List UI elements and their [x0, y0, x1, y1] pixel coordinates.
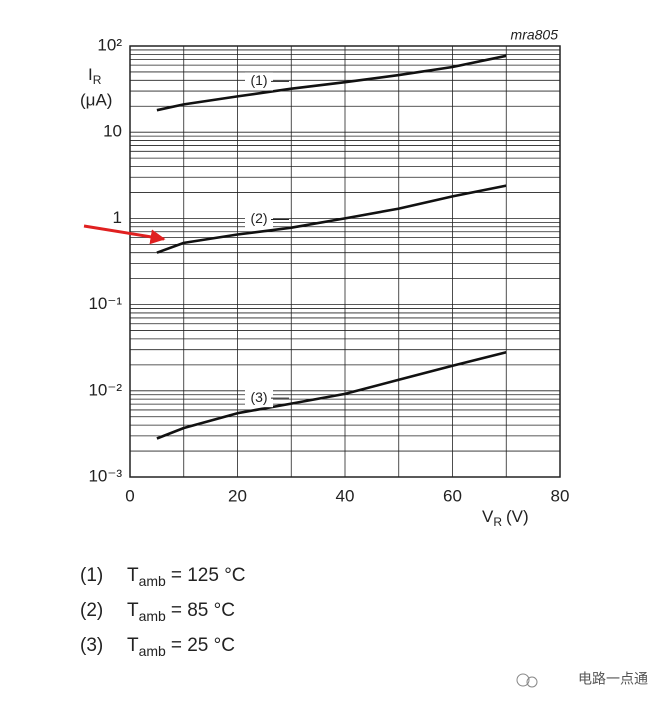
- x-tick-label: 0: [125, 486, 134, 505]
- legend-text: = 85 °C: [171, 600, 235, 621]
- x-tick-label: 80: [551, 486, 570, 505]
- x-tick-label: 40: [336, 486, 355, 505]
- curve-label-bg: [245, 389, 273, 408]
- curve-label: (2): [250, 210, 267, 226]
- watermark-icon: [516, 673, 538, 688]
- legend-key: (1): [80, 565, 103, 586]
- y-axis-unit: (μA): [80, 90, 112, 109]
- y-tick-label: 10⁻²: [88, 380, 122, 399]
- legend-symbol: T: [127, 600, 139, 621]
- legend-symbol: T: [127, 635, 139, 656]
- legend: (1) Tamb = 125 °C (2) Tamb = 85 °C (3) Tamb = 25…: [80, 565, 246, 659]
- curve-label: (3): [250, 389, 267, 405]
- legend-key: (2): [80, 600, 103, 621]
- x-label-symbol: V: [482, 507, 494, 526]
- x-tick-label: 60: [443, 486, 462, 505]
- plot-frame: [129, 45, 561, 478]
- y-tick-label: 10: [103, 122, 122, 141]
- legend-subscript: amb: [139, 573, 166, 589]
- legend-entry: Tamb = 125 °C: [127, 565, 246, 589]
- x-tick-label: 20: [228, 486, 247, 505]
- x-label-subscript: R: [493, 515, 502, 529]
- y-axis-label: IR: [88, 65, 102, 87]
- curve-label: (1): [250, 72, 267, 88]
- legend-text: = 25 °C: [171, 635, 235, 656]
- y-tick-label: 10²: [97, 35, 122, 54]
- y-label-symbol: I: [88, 65, 93, 84]
- y-tick-label: 1: [113, 208, 122, 227]
- legend-symbol: T: [127, 565, 139, 586]
- x-axis-label: VR (V): [482, 507, 529, 529]
- curve-label-bg: [245, 72, 273, 91]
- data-line: [156, 54, 507, 112]
- data-line: [156, 184, 507, 254]
- legend-subscript: amb: [139, 643, 166, 659]
- pointer-arrow: [83, 224, 166, 245]
- legend-entry: Tamb = 25 °C: [127, 635, 235, 659]
- legend-text: = 125 °C: [171, 565, 246, 586]
- y-label-subscript: R: [93, 73, 102, 87]
- watermark: 电路一点通: [578, 671, 648, 687]
- x-label-unit: (V): [506, 507, 529, 526]
- annotation: mra805: [511, 27, 559, 43]
- curve-label-bg: [245, 210, 273, 229]
- y-tick-label: 10⁻³: [88, 466, 122, 485]
- y-tick-label: 10⁻¹: [88, 294, 122, 313]
- data-line: [156, 351, 507, 440]
- legend-key: (3): [80, 635, 103, 656]
- legend-entry: Tamb = 85 °C: [127, 600, 235, 624]
- grid: [129, 45, 561, 478]
- legend-subscript: amb: [139, 608, 166, 624]
